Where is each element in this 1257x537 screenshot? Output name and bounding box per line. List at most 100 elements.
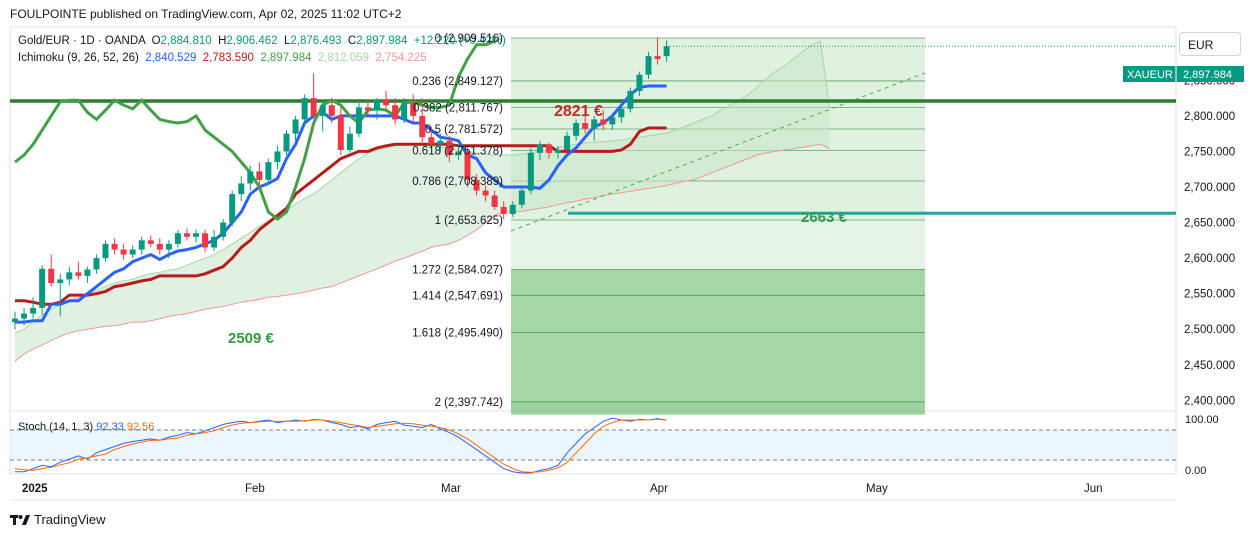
candle[interactable] <box>654 37 661 65</box>
candle-body <box>618 108 625 118</box>
candle[interactable] <box>618 105 625 123</box>
candle[interactable] <box>156 238 163 255</box>
candle[interactable] <box>220 219 227 241</box>
candle[interactable] <box>419 98 426 145</box>
candle[interactable] <box>183 228 190 241</box>
close-label: C <box>347 35 357 47</box>
candle[interactable] <box>48 254 55 287</box>
candle[interactable] <box>12 311 18 330</box>
fib-level-label: 0.786 (2,708.389) <box>412 176 503 188</box>
candle[interactable] <box>265 158 272 184</box>
candle[interactable] <box>328 98 335 123</box>
candle[interactable] <box>301 94 308 127</box>
candle[interactable] <box>582 115 589 134</box>
candle[interactable] <box>274 145 281 170</box>
candle[interactable] <box>138 236 145 255</box>
candle[interactable] <box>283 130 290 155</box>
candle-body <box>600 119 607 125</box>
candle[interactable] <box>337 107 344 155</box>
candle[interactable] <box>600 110 607 131</box>
candle-body <box>202 233 209 248</box>
candle[interactable] <box>66 266 73 286</box>
candle[interactable] <box>238 176 245 202</box>
symbol-label[interactable]: Gold/EUR · 1D · OANDA <box>18 35 146 47</box>
candle[interactable] <box>663 40 670 62</box>
currency-button[interactable]: EUR <box>1179 32 1241 56</box>
candle[interactable] <box>364 100 371 116</box>
candle[interactable] <box>211 229 218 251</box>
candle-body <box>265 162 272 180</box>
candle[interactable] <box>527 147 534 195</box>
candle[interactable] <box>609 114 616 131</box>
candle[interactable] <box>455 144 462 160</box>
candle-body <box>21 313 28 319</box>
candle[interactable] <box>174 229 181 248</box>
tradingview-logo[interactable]: TradingView <box>10 512 106 527</box>
x-tick-apr: Apr <box>650 483 668 495</box>
candle[interactable] <box>229 190 236 227</box>
candle[interactable] <box>401 98 408 123</box>
candle-body <box>229 194 236 223</box>
candle[interactable] <box>500 201 507 219</box>
high-value: 2,906.462 <box>226 35 278 47</box>
candle[interactable] <box>102 240 109 262</box>
candle[interactable] <box>165 240 172 259</box>
candle[interactable] <box>410 94 417 123</box>
stoch-axis-tick-100: 100.00 <box>1185 414 1219 426</box>
candle[interactable] <box>545 142 552 159</box>
candle[interactable] <box>193 229 199 243</box>
candle[interactable] <box>573 119 580 141</box>
stoch-legend[interactable]: Stoch (14, 1, 3) 92.33 92.56 <box>18 421 154 433</box>
candle[interactable] <box>247 165 254 191</box>
ichimoku-legend[interactable]: Ichimoku (9, 26, 52, 26) 2,840.529 2,783… <box>18 52 427 64</box>
candle[interactable] <box>645 51 652 79</box>
candle[interactable] <box>93 254 100 274</box>
candle[interactable] <box>509 201 516 217</box>
candle[interactable] <box>374 98 380 120</box>
candle[interactable] <box>111 238 118 255</box>
candle[interactable] <box>292 115 299 141</box>
candle[interactable] <box>591 115 598 141</box>
candle[interactable] <box>482 185 489 202</box>
candle[interactable] <box>627 87 634 113</box>
candle-body <box>346 133 353 151</box>
candle[interactable] <box>30 297 37 319</box>
candle[interactable] <box>555 145 561 159</box>
candle[interactable] <box>446 135 453 163</box>
candle[interactable] <box>355 103 362 138</box>
candle[interactable] <box>75 261 82 280</box>
fib-level-label: 0 (2,909.516) <box>435 33 504 45</box>
candle[interactable] <box>57 273 64 317</box>
candle-body <box>464 151 471 180</box>
candle[interactable] <box>84 266 91 283</box>
candle[interactable] <box>202 229 209 253</box>
candle[interactable] <box>491 190 498 210</box>
candle[interactable] <box>310 73 317 120</box>
candle[interactable] <box>564 131 571 152</box>
candle[interactable] <box>636 71 643 96</box>
candle[interactable] <box>473 174 480 196</box>
candle-body <box>564 135 571 151</box>
candle[interactable] <box>428 126 435 148</box>
candle-body <box>75 272 82 276</box>
candle[interactable] <box>120 243 127 260</box>
candle[interactable] <box>256 162 263 187</box>
candle[interactable] <box>346 126 353 153</box>
candle[interactable] <box>518 187 525 209</box>
candle[interactable] <box>129 245 136 259</box>
candle[interactable] <box>147 235 154 248</box>
candle[interactable] <box>536 140 543 160</box>
candle[interactable] <box>21 307 28 326</box>
candle[interactable] <box>383 91 390 111</box>
candle-body <box>337 115 344 151</box>
fibonacci-retracement[interactable] <box>511 37 925 415</box>
candle[interactable] <box>319 100 326 132</box>
candlestick-series[interactable] <box>12 37 670 330</box>
stoch-label: Stoch (14, 1, 3) <box>18 421 94 433</box>
price-axis[interactable]: 2,850.0002,800.0002,750.0002,700.0002,65… <box>1184 75 1235 407</box>
candle[interactable] <box>437 133 444 152</box>
candle[interactable] <box>39 265 46 315</box>
candle[interactable] <box>464 147 471 187</box>
candle[interactable] <box>392 98 399 125</box>
